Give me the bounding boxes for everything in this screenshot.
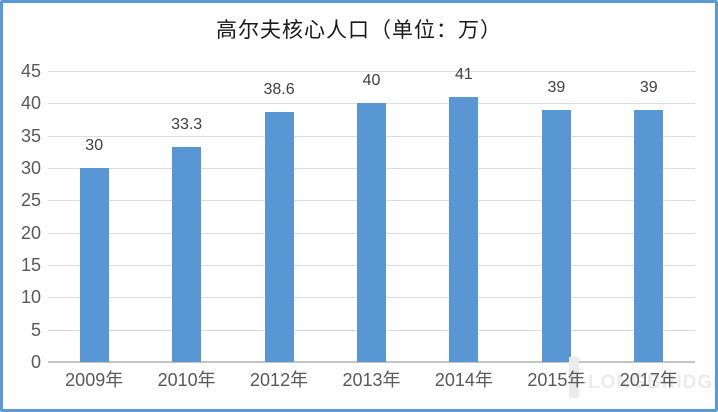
watermark-text: LONGBRIDGE xyxy=(588,372,718,393)
bar-value-label: 40 xyxy=(362,72,381,90)
bar-value-label: 39 xyxy=(639,78,658,96)
chart-plot: 0 5 10 15 20 25 30 35 40 45 30 2009年 33.3 2010年 38.6 20… xyxy=(3,3,715,409)
x-tick-label: 2017年 xyxy=(619,370,678,390)
bar xyxy=(357,103,386,362)
bar xyxy=(264,112,294,362)
y-tick-label: 20 xyxy=(20,222,41,243)
y-tick-label: 40 xyxy=(20,93,41,114)
y-tick-label: 0 xyxy=(30,352,41,372)
bar xyxy=(634,109,664,362)
bar-value-label: 41 xyxy=(455,65,473,83)
y-tick-label: 30 xyxy=(20,158,41,178)
x-tick-label: 2009年 xyxy=(65,370,124,390)
x-tick-label: 2010年 xyxy=(157,370,216,390)
x-tick-label: 2012年 xyxy=(250,370,309,390)
bar xyxy=(79,168,109,362)
y-tick-label: 5 xyxy=(30,319,41,340)
bar-value-label: 33.3 xyxy=(171,115,203,133)
bar xyxy=(541,109,571,362)
y-tick-label: 10 xyxy=(20,287,41,308)
bar-value-label: 39 xyxy=(547,78,566,96)
bar-value-label: 30 xyxy=(85,137,104,154)
watermark-logo-icon xyxy=(569,357,579,398)
chart-title: 高尔夫核心人口（单位：万） xyxy=(216,19,502,42)
watermark: LONGBRIDGE xyxy=(569,357,718,398)
x-tick-label: 2014年 xyxy=(434,370,493,390)
gridline xyxy=(48,71,695,72)
y-tick-label: 25 xyxy=(20,190,41,211)
y-tick-label: 45 xyxy=(20,61,41,81)
y-tick-label: 35 xyxy=(20,125,41,146)
bar-value-label: 38.6 xyxy=(263,81,295,99)
gridline xyxy=(48,361,695,363)
bar xyxy=(449,96,479,362)
x-tick-label: 2013年 xyxy=(342,370,401,390)
x-tick-label: 2015年 xyxy=(527,370,586,390)
y-tick-label: 15 xyxy=(20,255,41,275)
bar xyxy=(172,146,202,362)
